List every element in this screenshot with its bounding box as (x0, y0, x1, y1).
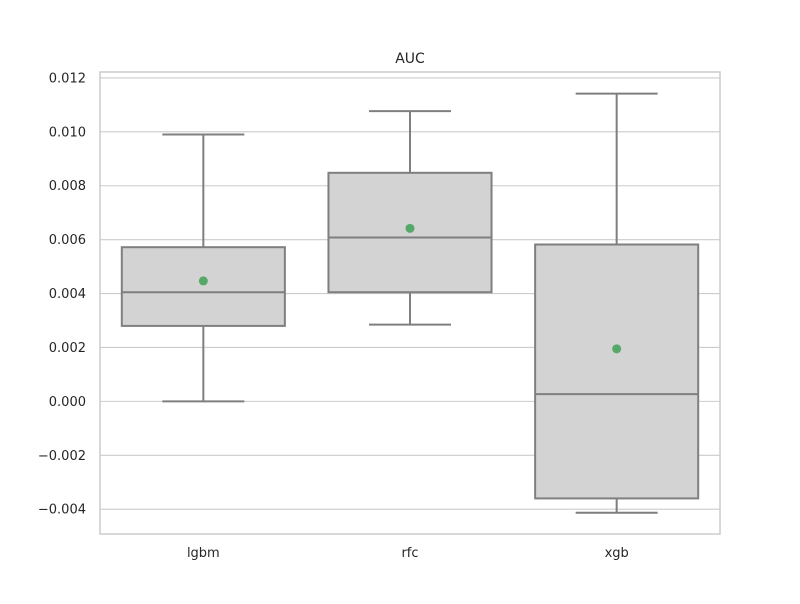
y-tick-label: 0.010 (49, 125, 86, 140)
y-tick-label: −0.004 (38, 503, 86, 518)
box-xgb (534, 92, 700, 514)
x-tick-labels: lgbm rfc xgb (187, 546, 629, 561)
plot-frame-layer (99, 71, 721, 535)
mean-marker (198, 276, 208, 286)
y-tick-label: 0.008 (49, 179, 86, 194)
x-tick-label: lgbm (187, 546, 220, 561)
y-tick-label: 0.006 (49, 233, 86, 248)
y-tick-label: 0.012 (49, 71, 86, 86)
plot-frame (99, 71, 721, 535)
chart-title: AUC (395, 51, 425, 67)
box-iqr (120, 246, 286, 327)
box-layer (120, 92, 700, 514)
y-tick-labels: 0.012 0.010 0.008 0.006 0.004 0.002 0.000 −0.00… (38, 71, 86, 517)
mean-marker (405, 223, 415, 233)
y-tick-label: −0.002 (38, 449, 86, 464)
x-tick-label: xgb (605, 546, 629, 561)
box-lgbm (120, 133, 286, 403)
box-rfc (327, 110, 493, 326)
mean-marker (612, 344, 622, 354)
x-tick-label: rfc (401, 546, 418, 561)
y-tick-label: 0.004 (49, 287, 86, 302)
y-tick-label: 0.000 (49, 395, 86, 410)
y-tick-label: 0.002 (49, 341, 86, 356)
box-iqr (534, 243, 700, 500)
